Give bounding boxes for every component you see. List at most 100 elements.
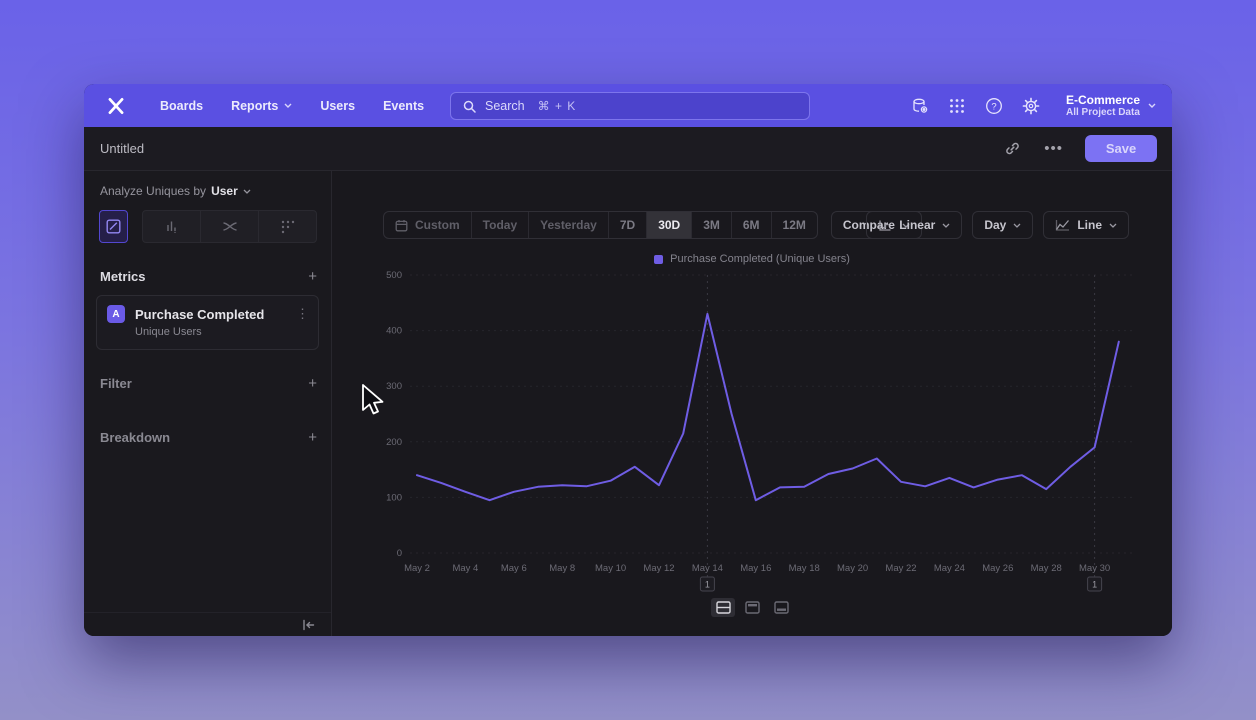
chevron-down-icon	[243, 189, 251, 194]
interval-dropdown[interactable]: Day	[972, 211, 1034, 239]
metric-options-kebab-icon[interactable]: ⋮	[296, 306, 309, 321]
layout-split-view-button[interactable]	[711, 598, 735, 617]
mixpanel-logo-icon[interactable]	[106, 96, 126, 116]
svg-text:300: 300	[386, 381, 402, 392]
metric-aggregation[interactable]: Unique Users	[135, 326, 202, 338]
svg-text:May 28: May 28	[1031, 563, 1062, 574]
settings-gear-icon[interactable]	[1021, 96, 1041, 116]
chevron-down-icon	[942, 223, 950, 228]
interval-label: Day	[984, 218, 1007, 232]
compare-label: Compare	[842, 218, 895, 232]
insights-icon	[106, 219, 121, 234]
svg-text:May 22: May 22	[885, 563, 916, 574]
svg-text:May 4: May 4	[452, 563, 478, 574]
svg-text:May 26: May 26	[982, 563, 1013, 574]
svg-text:May 2: May 2	[404, 563, 430, 574]
breakdown-section-header: Breakdown +	[100, 428, 317, 446]
share-link-icon[interactable]	[1002, 139, 1022, 159]
top-nav: Boards Reports Users Events Search ⌘ + K	[84, 84, 1172, 127]
nav-item-users[interactable]: Users	[320, 98, 356, 113]
range-12m[interactable]: 12M	[770, 212, 817, 238]
metrics-heading: Metrics	[100, 269, 146, 284]
svg-text:100: 100	[386, 492, 402, 503]
range-30d[interactable]: 30D	[646, 212, 692, 238]
svg-text:500: 500	[386, 270, 402, 281]
save-button[interactable]: Save	[1085, 135, 1157, 162]
search-input[interactable]: Search ⌘ + K	[450, 92, 810, 120]
nav-item-reports[interactable]: Reports	[231, 99, 292, 113]
nav-item-events[interactable]: Events	[383, 98, 425, 113]
range-today[interactable]: Today	[470, 212, 528, 238]
svg-text:May 14: May 14	[692, 563, 723, 574]
range-3m[interactable]: 3M	[691, 212, 731, 238]
breakdown-heading: Breakdown	[100, 430, 171, 445]
svg-text:May 24: May 24	[934, 563, 965, 574]
chevron-down-icon	[1013, 223, 1021, 228]
analyze-by-control[interactable]: Analyze Uniques by User	[100, 184, 251, 198]
query-builder-sidebar: Analyze Uniques by User	[84, 171, 332, 636]
svg-text:May 18: May 18	[789, 563, 820, 574]
svg-text:200: 200	[386, 437, 402, 448]
metric-event-badge: A	[107, 305, 125, 323]
sidebar-footer	[84, 612, 331, 636]
svg-text:May 8: May 8	[549, 563, 575, 574]
tab-flows[interactable]	[200, 211, 258, 242]
search-placeholder: Search	[485, 99, 525, 113]
report-header-bar: Untitled ••• Save	[84, 127, 1172, 171]
range-yesterday[interactable]: Yesterday	[528, 212, 608, 238]
range-custom-label: Custom	[415, 218, 460, 232]
line-chart-canvas[interactable]: 0 100 200 300 400 500 1 1 May 2 May 4 May 6 May 8 Ma…	[332, 261, 1172, 601]
layout-switcher	[332, 598, 1172, 617]
range-6m[interactable]: 6M	[730, 212, 771, 238]
app-window: Boards Reports Users Events Search ⌘ + K	[84, 84, 1172, 636]
project-selector[interactable]: E-Commerce All Project Data	[1066, 93, 1156, 119]
scale-label: Linear	[899, 218, 936, 232]
calendar-icon	[395, 219, 408, 231]
tab-funnels[interactable]	[143, 211, 200, 242]
analyze-prefix: Analyze Uniques by	[100, 184, 207, 198]
apps-grid-icon[interactable]	[947, 96, 967, 116]
search-shortcut: ⌘ + K	[537, 99, 577, 113]
svg-text:May 16: May 16	[740, 563, 771, 574]
search-icon	[463, 100, 476, 113]
filter-section-header: Filter +	[100, 374, 317, 392]
range-custom[interactable]: Custom	[384, 212, 471, 238]
chart-legend: Purchase Completed (Unique Users)	[332, 253, 1172, 265]
tab-insights[interactable]	[99, 210, 128, 243]
add-filter-button[interactable]: +	[308, 374, 317, 392]
data-management-icon[interactable]	[910, 96, 930, 116]
range-7d[interactable]: 7D	[607, 212, 646, 238]
flows-icon	[222, 222, 237, 231]
project-name: E-Commerce	[1065, 92, 1140, 107]
line-chart-icon	[1055, 219, 1070, 231]
more-options-button[interactable]: •••	[1044, 139, 1063, 157]
layout-chart-only-button[interactable]	[740, 598, 764, 617]
help-icon[interactable]: ?	[984, 96, 1004, 116]
chart-type-dropdown[interactable]: Line	[1043, 211, 1129, 239]
legend-label: Purchase Completed (Unique Users)	[670, 253, 850, 265]
linear-scale-icon	[878, 219, 892, 232]
scale-dropdown[interactable]: Linear	[866, 211, 963, 239]
svg-text:400: 400	[386, 326, 402, 337]
tab-retention[interactable]	[258, 211, 316, 242]
view-controls: Linear Day Line	[866, 211, 1129, 239]
nav-item-reports-label: Reports	[231, 98, 279, 113]
svg-text:May 10: May 10	[595, 563, 626, 574]
chart-panel: Custom Today Yesterday 7D 30D 3M 6M 12M …	[332, 171, 1172, 636]
svg-text:0: 0	[397, 548, 402, 559]
add-metric-button[interactable]: +	[308, 267, 317, 285]
funnels-icon	[167, 221, 176, 234]
nav-item-boards[interactable]: Boards	[160, 98, 204, 113]
metric-card[interactable]: A Purchase Completed ⋮ Unique Users	[96, 295, 319, 350]
report-title[interactable]: Untitled	[100, 141, 145, 156]
add-breakdown-button[interactable]: +	[308, 428, 317, 446]
collapse-sidebar-icon[interactable]	[302, 619, 315, 631]
chevron-down-icon	[1148, 103, 1156, 108]
svg-text:May 30: May 30	[1079, 563, 1110, 574]
analyze-entity: User	[211, 184, 238, 198]
svg-text:May 20: May 20	[837, 563, 868, 574]
date-range-toolbar: Custom Today Yesterday 7D 30D 3M 6M 12M …	[383, 211, 922, 239]
chart-type-label: Line	[1077, 218, 1102, 232]
layout-table-only-button[interactable]	[769, 598, 793, 617]
